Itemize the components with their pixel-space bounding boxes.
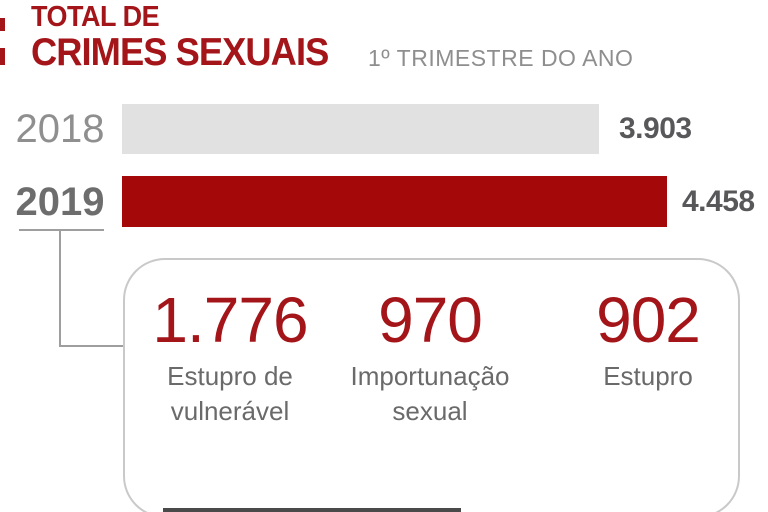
stat-value: 902 bbox=[596, 284, 701, 356]
cropped-glyph-fragment bbox=[0, 48, 5, 65]
stat-label-line1: Estupro de bbox=[167, 361, 293, 391]
chart-title-line1: TOTAL DE bbox=[31, 1, 160, 33]
frequency-note: Houve 1 registro de crime contra a digni… bbox=[160, 446, 740, 512]
chart-subtitle: 1º TRIMESTRE DO ANO bbox=[368, 45, 634, 71]
breakdown-box bbox=[123, 258, 740, 512]
bar-value-2018: 3.903 bbox=[619, 112, 692, 145]
stat-value: 1.776 bbox=[152, 284, 308, 356]
chart-title-line2: CRIMES SEXUAIS bbox=[31, 31, 329, 74]
stat-value: 970 bbox=[378, 284, 483, 356]
axis-label-2019: 2019 bbox=[15, 180, 105, 224]
axis-label-2018: 2018 bbox=[15, 107, 105, 151]
stat-label-line1: Estupro bbox=[603, 361, 693, 391]
stat-importunacao-sexual: 970 Importunação sexual bbox=[320, 284, 540, 429]
connector-line-vertical bbox=[59, 229, 61, 347]
bar-2018 bbox=[122, 104, 599, 154]
bar-value-2019: 4.458 bbox=[682, 185, 755, 218]
stat-label-line2: vulnerável bbox=[170, 396, 290, 426]
stat-estupro-vulneravel: 1.776 Estupro de vulnerável bbox=[120, 284, 340, 429]
stat-label-line2: sexual bbox=[392, 396, 468, 426]
connector-line-top bbox=[19, 229, 104, 231]
stat-label-line1: Importunação bbox=[350, 361, 510, 391]
cropped-glyph-fragment bbox=[0, 18, 5, 31]
stat-estupro: 902 Estupro bbox=[538, 284, 758, 394]
connector-line-horizontal bbox=[59, 345, 125, 347]
bar-2019 bbox=[122, 176, 667, 227]
cropped-content-strip bbox=[163, 508, 461, 512]
